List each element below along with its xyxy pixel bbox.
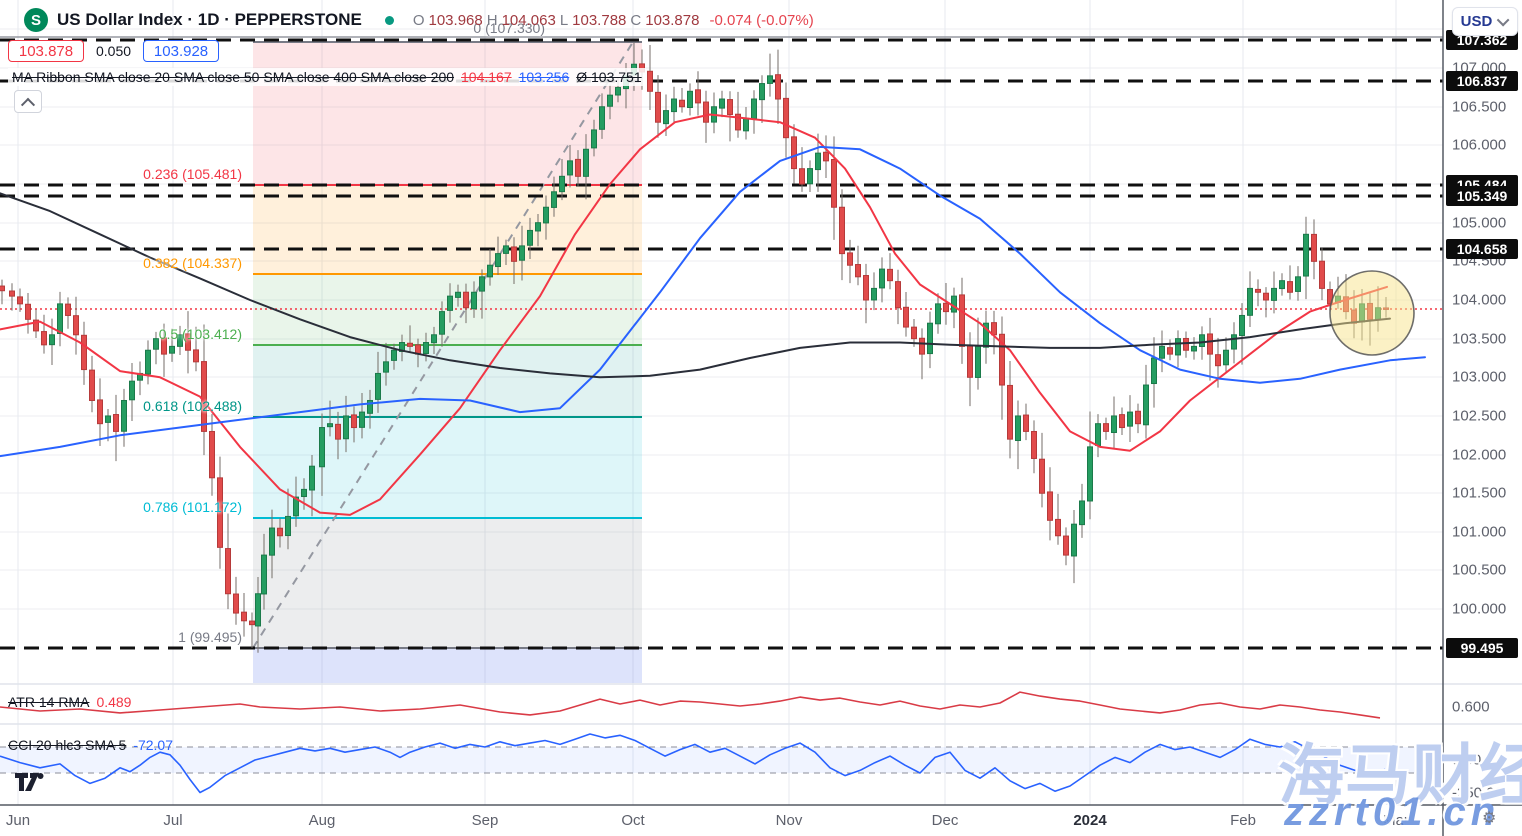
cci-legend[interactable]: CCI 20 hlc3 SMA 5 -72.07: [8, 737, 173, 753]
time-axis-label[interactable]: 2024: [1073, 812, 1107, 829]
sell-price-button[interactable]: 103.878: [8, 40, 84, 62]
tradingview-logo-icon[interactable]: [14, 772, 48, 794]
fib-level-label[interactable]: 0.5 (103.412): [158, 326, 242, 342]
currency-label: USD: [1460, 13, 1493, 30]
market-open-dot-icon: [384, 15, 394, 25]
high-label: H: [486, 11, 498, 29]
price-tick-label: 102.500: [1452, 407, 1507, 425]
price-tick-label: 105.000: [1452, 214, 1507, 232]
price-tick-label: 104.000: [1452, 291, 1507, 309]
currency-selector[interactable]: USD: [1452, 7, 1518, 36]
ma-line-sma50: [0, 145, 1426, 458]
atr-axis-label: 0.600: [1452, 698, 1490, 716]
grid-lines: [0, 0, 1443, 805]
atr-title: ATR 14 RMA: [8, 694, 90, 710]
symbol-logo-icon[interactable]: S: [24, 8, 48, 32]
cci-line: [0, 733, 1386, 794]
price-tick-label: 100.500: [1452, 561, 1507, 579]
time-axis-label[interactable]: Sep: [471, 812, 499, 829]
time-axis-label[interactable]: Mar: [1383, 812, 1409, 829]
collapse-panel-button[interactable]: [14, 90, 42, 113]
fib-level-label[interactable]: 0.618 (102.488): [143, 398, 242, 414]
cci-value: -72.07: [133, 737, 173, 753]
low-label: L: [559, 11, 569, 29]
watermark-chinese-text: 海马财经: [1278, 738, 1522, 812]
axis-settings-gear-icon[interactable]: ⚙: [1482, 810, 1497, 827]
price-level-badge: 105.349: [1446, 186, 1518, 206]
close-value: 103.878: [645, 11, 700, 29]
price-tick-label: 106.500: [1452, 98, 1507, 116]
time-axis-label[interactable]: Jul: [163, 812, 183, 829]
open-label: O: [412, 11, 425, 29]
ma-ribbon-average-value: Ø 103.751: [576, 69, 642, 85]
atr-value: 0.489: [96, 694, 132, 710]
high-value: 104.063: [501, 11, 556, 29]
change-value: -0.074 (-0.07%): [709, 11, 814, 29]
price-tick-label: 103.500: [1452, 330, 1507, 348]
price-tick-label: 106.000: [1452, 136, 1507, 154]
price-level-badge: 104.658: [1446, 239, 1518, 259]
ma-ribbon-sma50-value: 103.256: [518, 69, 570, 85]
highlight-circle-annotation: [1329, 270, 1415, 356]
cci-axis-label: 0.00: [1452, 751, 1482, 769]
price-level-badge: 106.837: [1446, 71, 1518, 91]
fib-level-label[interactable]: 0.236 (105.481): [143, 166, 242, 182]
ma-ribbon-sma20-value: 104.167: [461, 69, 512, 85]
fib-level-label[interactable]: 0.786 (101.172): [143, 499, 242, 515]
price-tick-label: 101.000: [1452, 523, 1507, 541]
cci-title: CCI 20 hlc3 SMA 5: [8, 737, 127, 753]
price-tick-label: 103.000: [1452, 368, 1507, 386]
buy-price-button[interactable]: 103.928: [143, 40, 220, 62]
time-axis-label[interactable]: Feb: [1230, 812, 1256, 829]
fib-level-label[interactable]: 0.382 (104.337): [143, 255, 242, 271]
ohlc-readout: O 103.968 H 104.063 L 103.788 C 103.878 -0.0…: [413, 12, 814, 29]
time-axis-label[interactable]: Aug: [308, 812, 336, 829]
price-tick-label: 100.000: [1452, 600, 1507, 618]
time-axis-label[interactable]: Jun: [5, 812, 31, 829]
spread-value: 0.050: [96, 43, 132, 59]
ma-line-sma200: [0, 192, 1391, 379]
price-level-badge: 99.495: [1446, 638, 1518, 658]
low-value: 103.788: [572, 11, 627, 29]
dashed-price-levels: [0, 38, 1443, 650]
close-label: C: [630, 11, 642, 29]
quote-bar: 103.878 0.050 103.928: [8, 40, 220, 62]
ma-ribbon-legend[interactable]: MA Ribbon SMA close 20 SMA close 50 SMA …: [8, 68, 646, 86]
chevron-up-icon: [20, 97, 36, 112]
time-axis-label[interactable]: Oct: [621, 812, 645, 829]
price-tick-label: 101.500: [1452, 484, 1507, 502]
ma-line-sma20: [0, 113, 1388, 516]
open-value: 103.968: [428, 11, 483, 29]
price-tick-label: 102.000: [1452, 446, 1507, 464]
chart-header: S US Dollar Index · 1D · PEPPERSTONE O 10…: [24, 8, 814, 32]
ma-ribbon-title: MA Ribbon SMA close 20 SMA close 50 SMA …: [12, 69, 455, 85]
fib-level-label[interactable]: 1 (99.495): [178, 629, 242, 645]
chevron-down-icon: [1497, 13, 1510, 27]
cci-axis-label: -250.00: [1452, 784, 1503, 802]
time-axis-label[interactable]: Dec: [931, 812, 959, 829]
atr-legend[interactable]: ATR 14 RMA 0.489: [8, 694, 131, 710]
cci-pane-graphics: [0, 746, 1443, 774]
fib-level-label[interactable]: 0 (107.330): [473, 20, 545, 36]
symbol-title[interactable]: US Dollar Index · 1D · PEPPERSTONE: [57, 10, 362, 29]
atr-line: [0, 691, 1381, 719]
time-axis-label[interactable]: Nov: [775, 812, 803, 829]
candles-layer: [0, 42, 1389, 653]
watermark-url-text: zzrt01.cn: [1284, 790, 1501, 834]
